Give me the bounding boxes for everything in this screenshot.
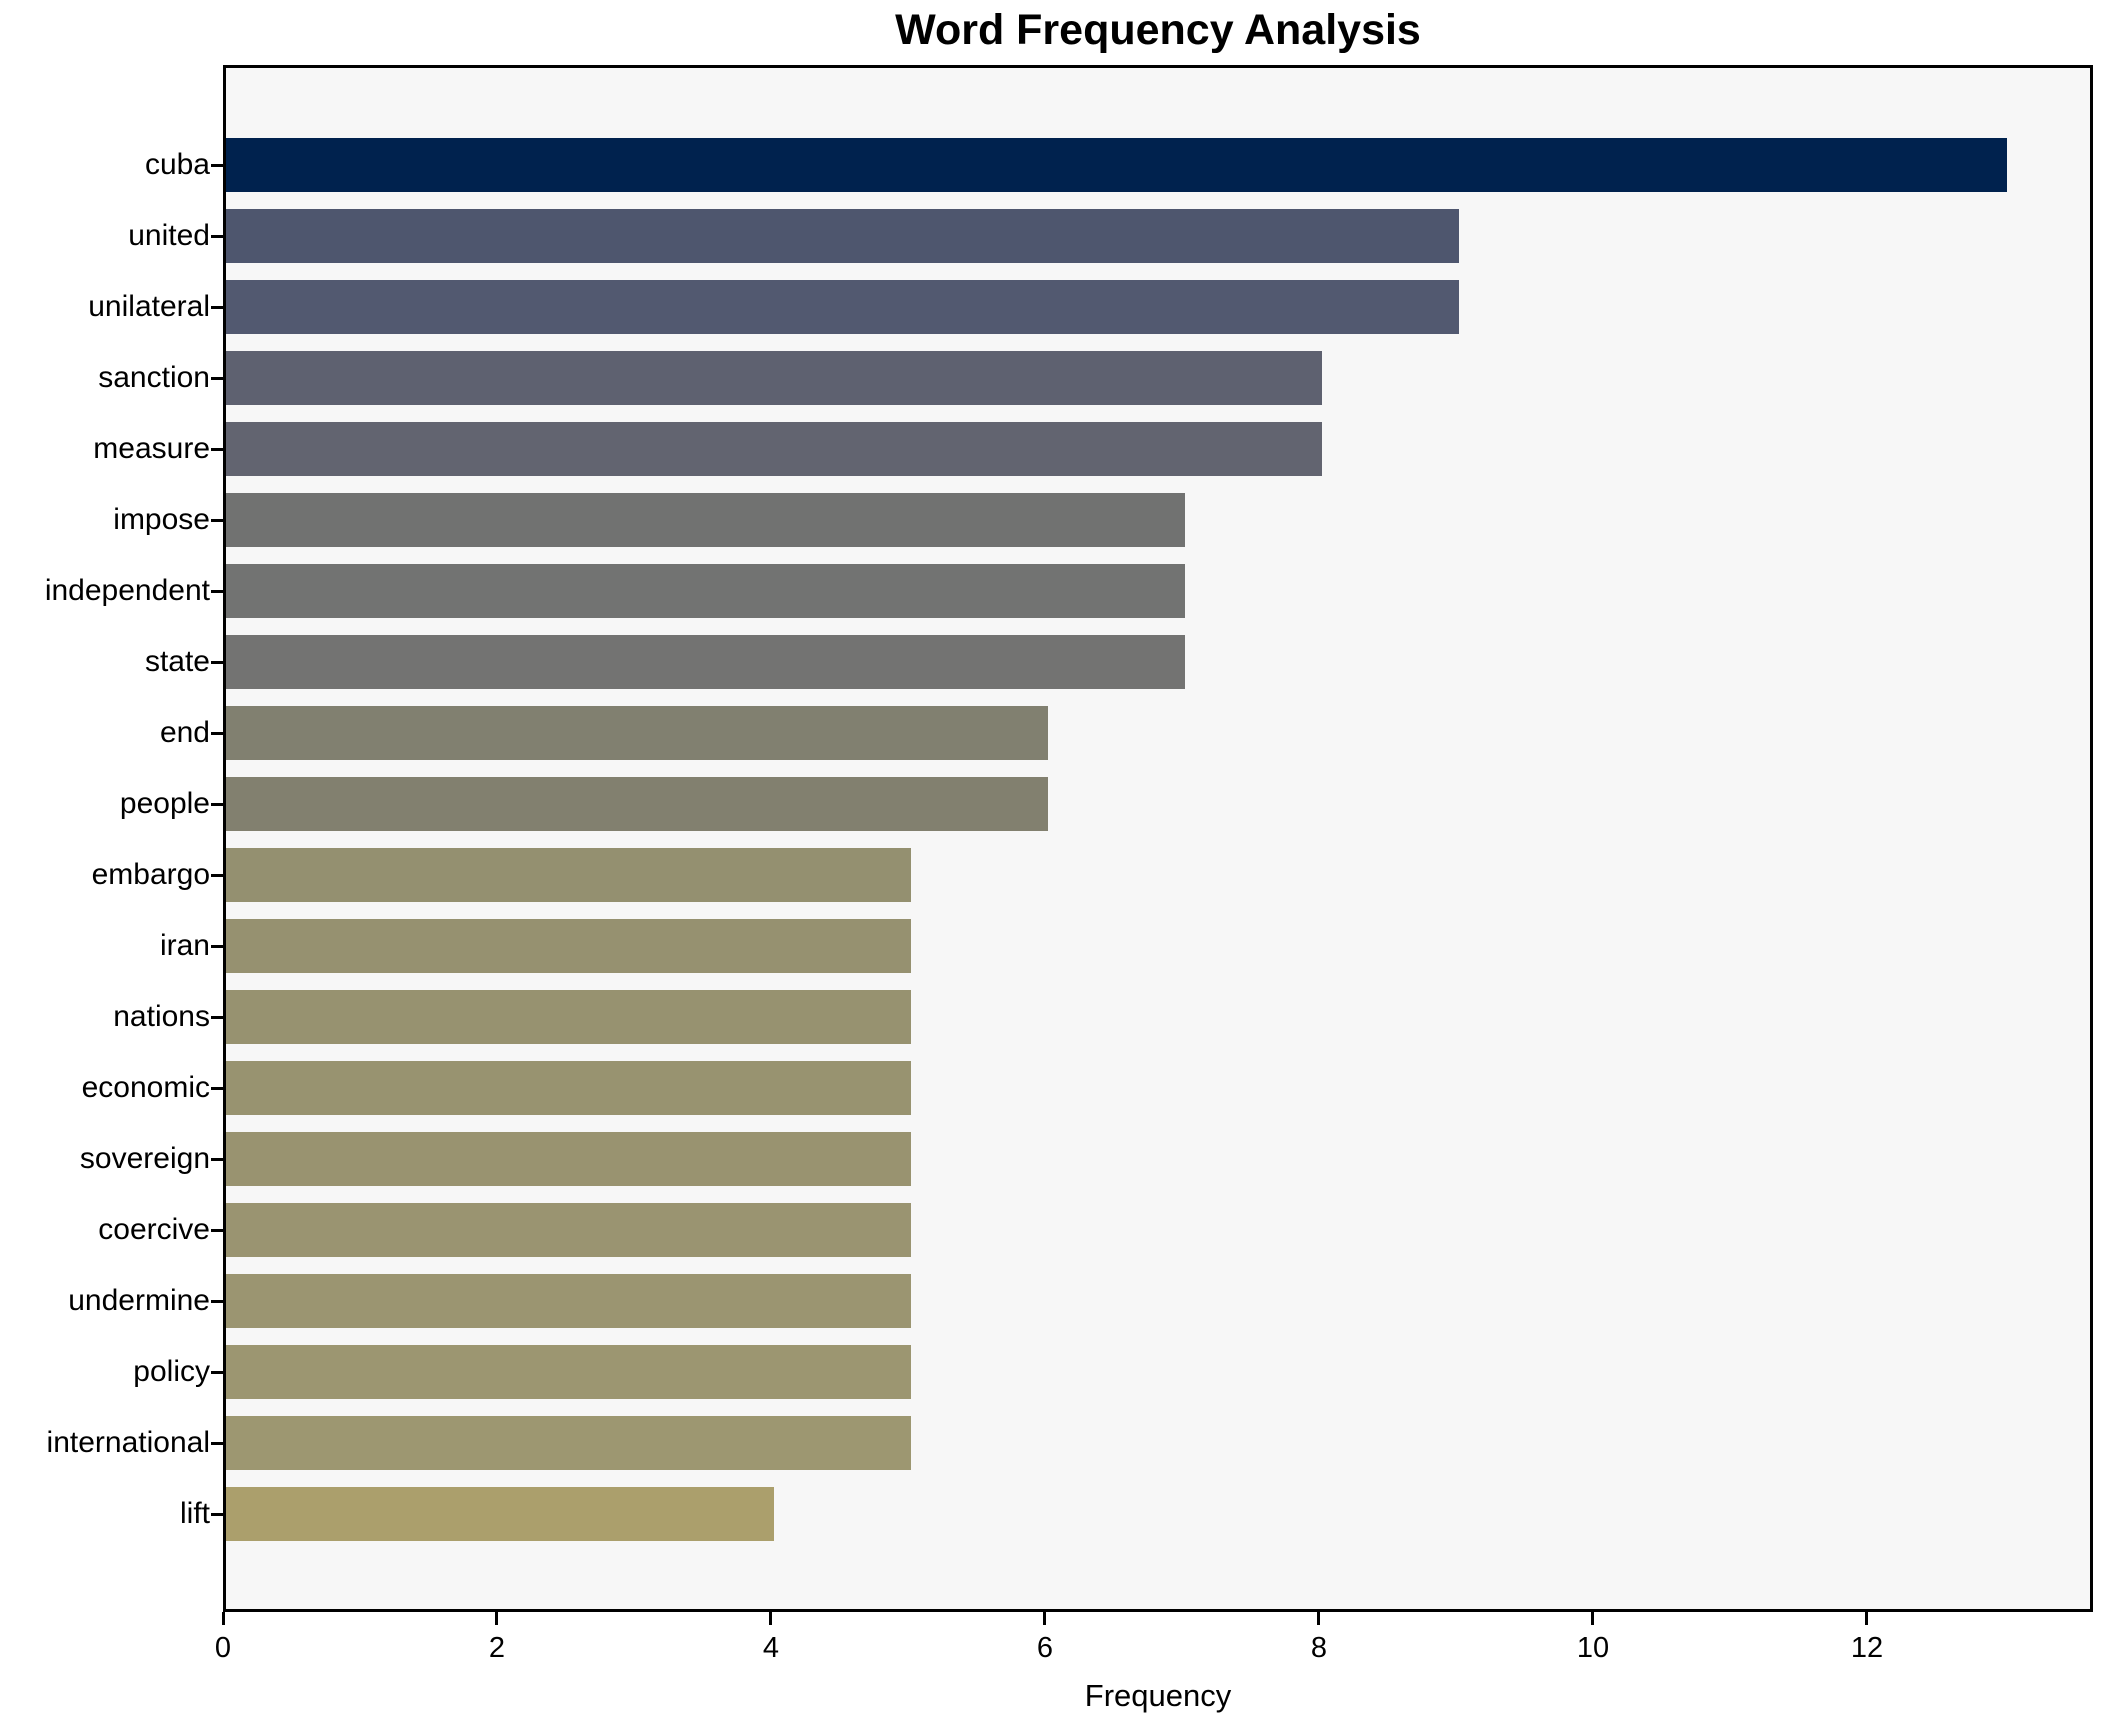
y-tick-label: independent xyxy=(44,574,210,607)
y-tick-label: people xyxy=(119,787,210,820)
x-tick-mark xyxy=(495,1612,499,1625)
y-tick-label: end xyxy=(159,716,210,749)
bar xyxy=(226,848,911,902)
bar xyxy=(226,493,1185,547)
x-tick-label: 4 xyxy=(762,1632,780,1664)
y-tick-label: measure xyxy=(93,432,210,465)
x-tick-label: 0 xyxy=(214,1632,232,1664)
bar xyxy=(226,635,1185,689)
y-tick-mark xyxy=(211,731,223,735)
x-tick-mark xyxy=(1591,1612,1595,1625)
y-tick-label: lift xyxy=(180,1497,210,1530)
y-tick-label: iran xyxy=(159,929,210,962)
y-tick-mark xyxy=(211,1441,223,1445)
y-tick-label: nations xyxy=(113,1000,210,1033)
x-tick-mark xyxy=(1865,1612,1869,1625)
y-tick-label: undermine xyxy=(68,1284,210,1317)
x-tick-label: 6 xyxy=(1036,1632,1054,1664)
x-axis-label: Frequency xyxy=(1084,1678,1232,1713)
bar xyxy=(226,1416,911,1470)
bar xyxy=(226,1345,911,1399)
y-tick-mark xyxy=(211,518,223,522)
x-tick-label: 12 xyxy=(1850,1632,1884,1664)
bar xyxy=(226,1487,774,1541)
bar xyxy=(226,280,1459,334)
x-tick-mark xyxy=(221,1612,225,1625)
y-tick-mark xyxy=(211,305,223,309)
y-tick-mark xyxy=(211,376,223,380)
y-tick-mark xyxy=(211,660,223,664)
x-tick-mark xyxy=(769,1612,773,1625)
y-tick-mark xyxy=(211,234,223,238)
x-tick-label: 10 xyxy=(1576,1632,1610,1664)
bar xyxy=(226,706,1048,760)
y-tick-label: united xyxy=(128,219,210,252)
bar xyxy=(226,1061,911,1115)
y-tick-mark xyxy=(211,1512,223,1516)
bar xyxy=(226,564,1185,618)
y-tick-mark xyxy=(211,163,223,167)
y-tick-label: policy xyxy=(133,1355,210,1388)
bar xyxy=(226,138,2007,192)
chart-title: Word Frequency Analysis xyxy=(895,6,1421,54)
bar xyxy=(226,1274,911,1328)
y-tick-mark xyxy=(211,944,223,948)
y-tick-mark xyxy=(211,802,223,806)
bar xyxy=(226,919,911,973)
y-tick-mark xyxy=(211,1299,223,1303)
y-tick-label: impose xyxy=(113,503,210,536)
y-tick-mark xyxy=(211,1015,223,1019)
bar xyxy=(226,990,911,1044)
y-tick-label: cuba xyxy=(144,148,210,181)
y-tick-label: unilateral xyxy=(88,290,210,323)
y-tick-mark xyxy=(211,589,223,593)
y-tick-label: international xyxy=(46,1426,210,1459)
bar xyxy=(226,777,1048,831)
x-tick-label: 2 xyxy=(488,1632,506,1664)
y-tick-mark xyxy=(211,1370,223,1374)
bar xyxy=(226,209,1459,263)
bar xyxy=(226,422,1322,476)
y-tick-mark xyxy=(211,1086,223,1090)
y-tick-mark xyxy=(211,1157,223,1161)
bar xyxy=(226,1132,911,1186)
y-tick-label: sanction xyxy=(98,361,210,394)
x-tick-mark xyxy=(1317,1612,1321,1625)
y-tick-label: coercive xyxy=(98,1213,210,1246)
y-tick-mark xyxy=(211,873,223,877)
y-tick-label: economic xyxy=(81,1071,210,1104)
y-tick-mark xyxy=(211,447,223,451)
plot-area xyxy=(223,65,2093,1612)
y-tick-label: state xyxy=(144,645,210,678)
x-tick-label: 8 xyxy=(1310,1632,1328,1664)
y-tick-label: embargo xyxy=(91,858,210,891)
bar xyxy=(226,1203,911,1257)
y-tick-label: sovereign xyxy=(79,1142,210,1175)
bar xyxy=(226,351,1322,405)
x-tick-mark xyxy=(1043,1612,1047,1625)
y-tick-mark xyxy=(211,1228,223,1232)
